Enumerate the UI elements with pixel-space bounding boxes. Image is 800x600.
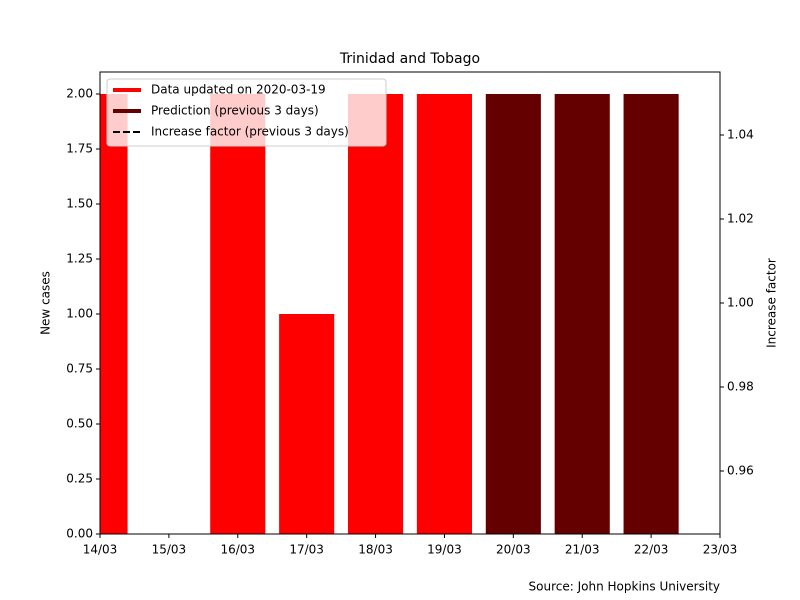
x-tick-label: 19/03: [427, 543, 462, 557]
y2-axis-label: Increase factor: [765, 258, 779, 348]
x-tick-label: 14/03: [83, 543, 118, 557]
legend-label: Data updated on 2020-03-19: [151, 83, 326, 97]
x-tick-label: 21/03: [565, 543, 600, 557]
y2-tick-label: 0.98: [727, 380, 754, 394]
y2-tick-label: 0.96: [727, 464, 754, 478]
x-tick-label: 18/03: [358, 543, 393, 557]
legend-label: Increase factor (previous 3 days): [151, 125, 349, 139]
bar: [100, 94, 128, 534]
x-tick-label: 15/03: [152, 543, 187, 557]
source-note: Source: John Hopkins University: [529, 580, 720, 594]
bar: [348, 94, 404, 534]
y-tick-label: 1.50: [66, 197, 93, 211]
y-tick-label: 0.00: [66, 527, 93, 541]
x-tick-label: 17/03: [289, 543, 324, 557]
x-tick-label: 20/03: [496, 543, 531, 557]
legend-box: [106, 78, 387, 147]
y-tick-label: 1.25: [66, 252, 93, 266]
bar: [623, 94, 679, 534]
legend-label: Prediction (previous 3 days): [151, 104, 319, 118]
y2-tick-label: 1.02: [727, 212, 754, 226]
y2-tick-label: 1.00: [727, 296, 754, 310]
y-tick-label: 0.50: [66, 417, 93, 431]
x-tick-label: 23/03: [703, 543, 738, 557]
y-tick-label: 1.75: [66, 142, 93, 156]
x-tick-label: 22/03: [634, 543, 669, 557]
y2-tick-label: 1.04: [727, 128, 754, 142]
bar: [279, 314, 335, 534]
y-tick-label: 1.00: [66, 307, 93, 321]
y-axis-label: New cases: [39, 271, 53, 335]
chart-title: Trinidad and Tobago: [339, 51, 480, 67]
y-tick-label: 2.00: [66, 87, 93, 101]
bar: [416, 94, 472, 534]
x-tick-label: 16/03: [220, 543, 255, 557]
bar: [554, 94, 610, 534]
y-tick-label: 0.25: [66, 472, 93, 486]
plot-area: [100, 94, 679, 534]
bar: [210, 94, 266, 534]
bar: [485, 94, 541, 534]
y-tick-label: 0.75: [66, 362, 93, 376]
